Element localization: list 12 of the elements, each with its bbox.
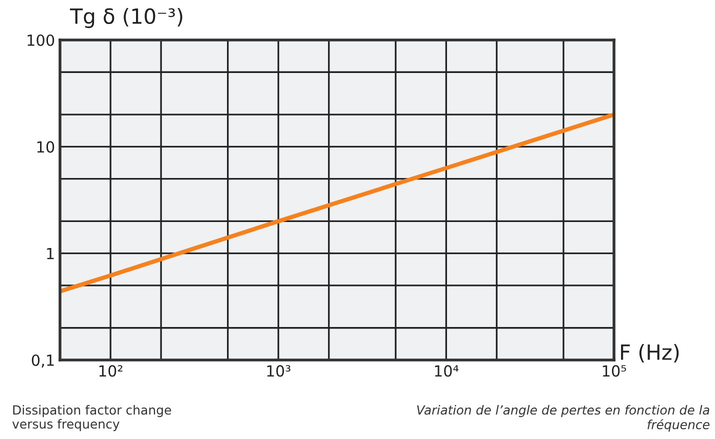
- x-tick-label: 10⁵: [602, 365, 626, 377]
- x-tick-label: 10²: [99, 365, 122, 377]
- y-axis-title: Tg δ (10⁻³): [70, 8, 182, 28]
- x-tick-label: 10⁴: [435, 365, 458, 377]
- y-tick-label: 0,1: [32, 354, 54, 368]
- y-tick-label: 1: [47, 248, 54, 260]
- y-tick-label: 100: [28, 34, 54, 46]
- y-tick-label: 10: [37, 141, 54, 153]
- x-tick-label: 10³: [267, 365, 290, 377]
- text: Dissipation factor change versus frequency: [12, 405, 172, 432]
- x-axis-title: F (Hz): [621, 344, 679, 362]
- text: Variation de l’angle de pertes en fonction de la fréquence: [417, 405, 710, 432]
